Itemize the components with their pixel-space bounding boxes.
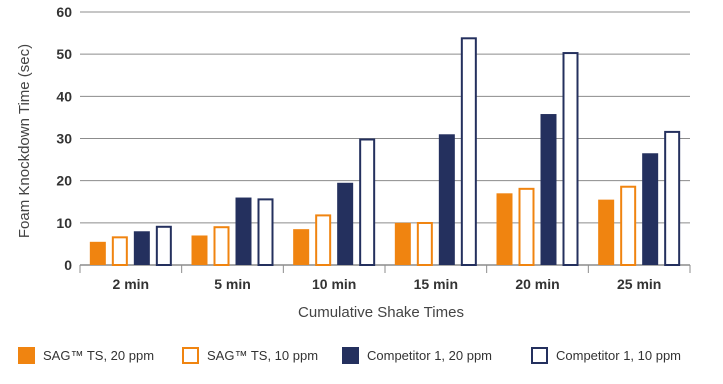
bar-3-10-min — [337, 182, 354, 265]
bar-3-20-min — [540, 114, 557, 265]
bar-4-2-min — [155, 225, 172, 267]
bar-4-15-min — [460, 37, 477, 266]
y-tick-labels: 0 10 20 30 40 50 60 — [56, 4, 72, 273]
bar-4-10-min — [359, 138, 376, 266]
y-tick-label: 10 — [56, 215, 72, 231]
legend-label-1: SAG™ TS, 20 ppm — [43, 348, 154, 363]
bar-3-15-min — [438, 134, 455, 265]
legend-swatch-2 — [182, 347, 199, 364]
grid-lines — [79, 11, 691, 273]
legend-label-3: Competitor 1, 20 ppm — [367, 348, 492, 363]
bar-2-5-min — [213, 226, 230, 266]
x-tick-label: 15 min — [414, 276, 458, 292]
y-tick-label: 0 — [64, 257, 72, 273]
y-tick-label: 30 — [56, 131, 72, 147]
bar-3-2-min — [133, 231, 150, 265]
y-tick-label: 60 — [56, 4, 72, 20]
bar-2-15-min — [416, 221, 433, 267]
legend-label-2: SAG™ TS, 10 ppm — [207, 348, 318, 363]
bar-1-20-min — [496, 193, 513, 265]
x-axis-label: Cumulative Shake Times — [298, 304, 464, 321]
bar-2-2-min — [111, 236, 128, 266]
bar-2-10-min — [315, 214, 332, 266]
x-tick-labels: 2 min 5 min 10 min 15 min 20 min 25 min — [113, 276, 662, 292]
bar-1-5-min — [191, 235, 208, 265]
y-tick-label: 40 — [56, 88, 72, 104]
bar-4-25-min — [664, 130, 681, 266]
bar-3-5-min — [235, 197, 252, 265]
x-tick-label: 2 min — [113, 276, 150, 292]
bar-4-20-min — [562, 52, 579, 266]
x-tick-label: 25 min — [617, 276, 661, 292]
bars — [89, 37, 681, 267]
legend-swatch-3 — [342, 347, 359, 364]
x-tick-label: 5 min — [214, 276, 251, 292]
bar-2-25-min — [620, 185, 637, 266]
x-tick-label: 20 min — [515, 276, 559, 292]
bar-1-2-min — [89, 241, 106, 265]
y-tick-label: 20 — [56, 173, 72, 189]
bar-1-10-min — [293, 229, 310, 265]
bar-1-15-min — [394, 222, 411, 265]
y-axis-label: Foam Knockdown Time (sec) — [16, 44, 33, 238]
legend-swatch-4 — [531, 347, 548, 364]
bar-3-25-min — [642, 153, 659, 265]
x-tick-label: 10 min — [312, 276, 356, 292]
legend-label-4: Competitor 1, 10 ppm — [556, 348, 681, 363]
bar-4-5-min — [257, 198, 274, 266]
bar-1-25-min — [598, 199, 615, 265]
legend-swatch-1 — [18, 347, 35, 364]
bar-2-20-min — [518, 187, 535, 267]
y-tick-label: 50 — [56, 46, 72, 62]
legend: SAG™ TS, 20 ppm SAG™ TS, 10 ppm Competitor… — [18, 347, 681, 364]
